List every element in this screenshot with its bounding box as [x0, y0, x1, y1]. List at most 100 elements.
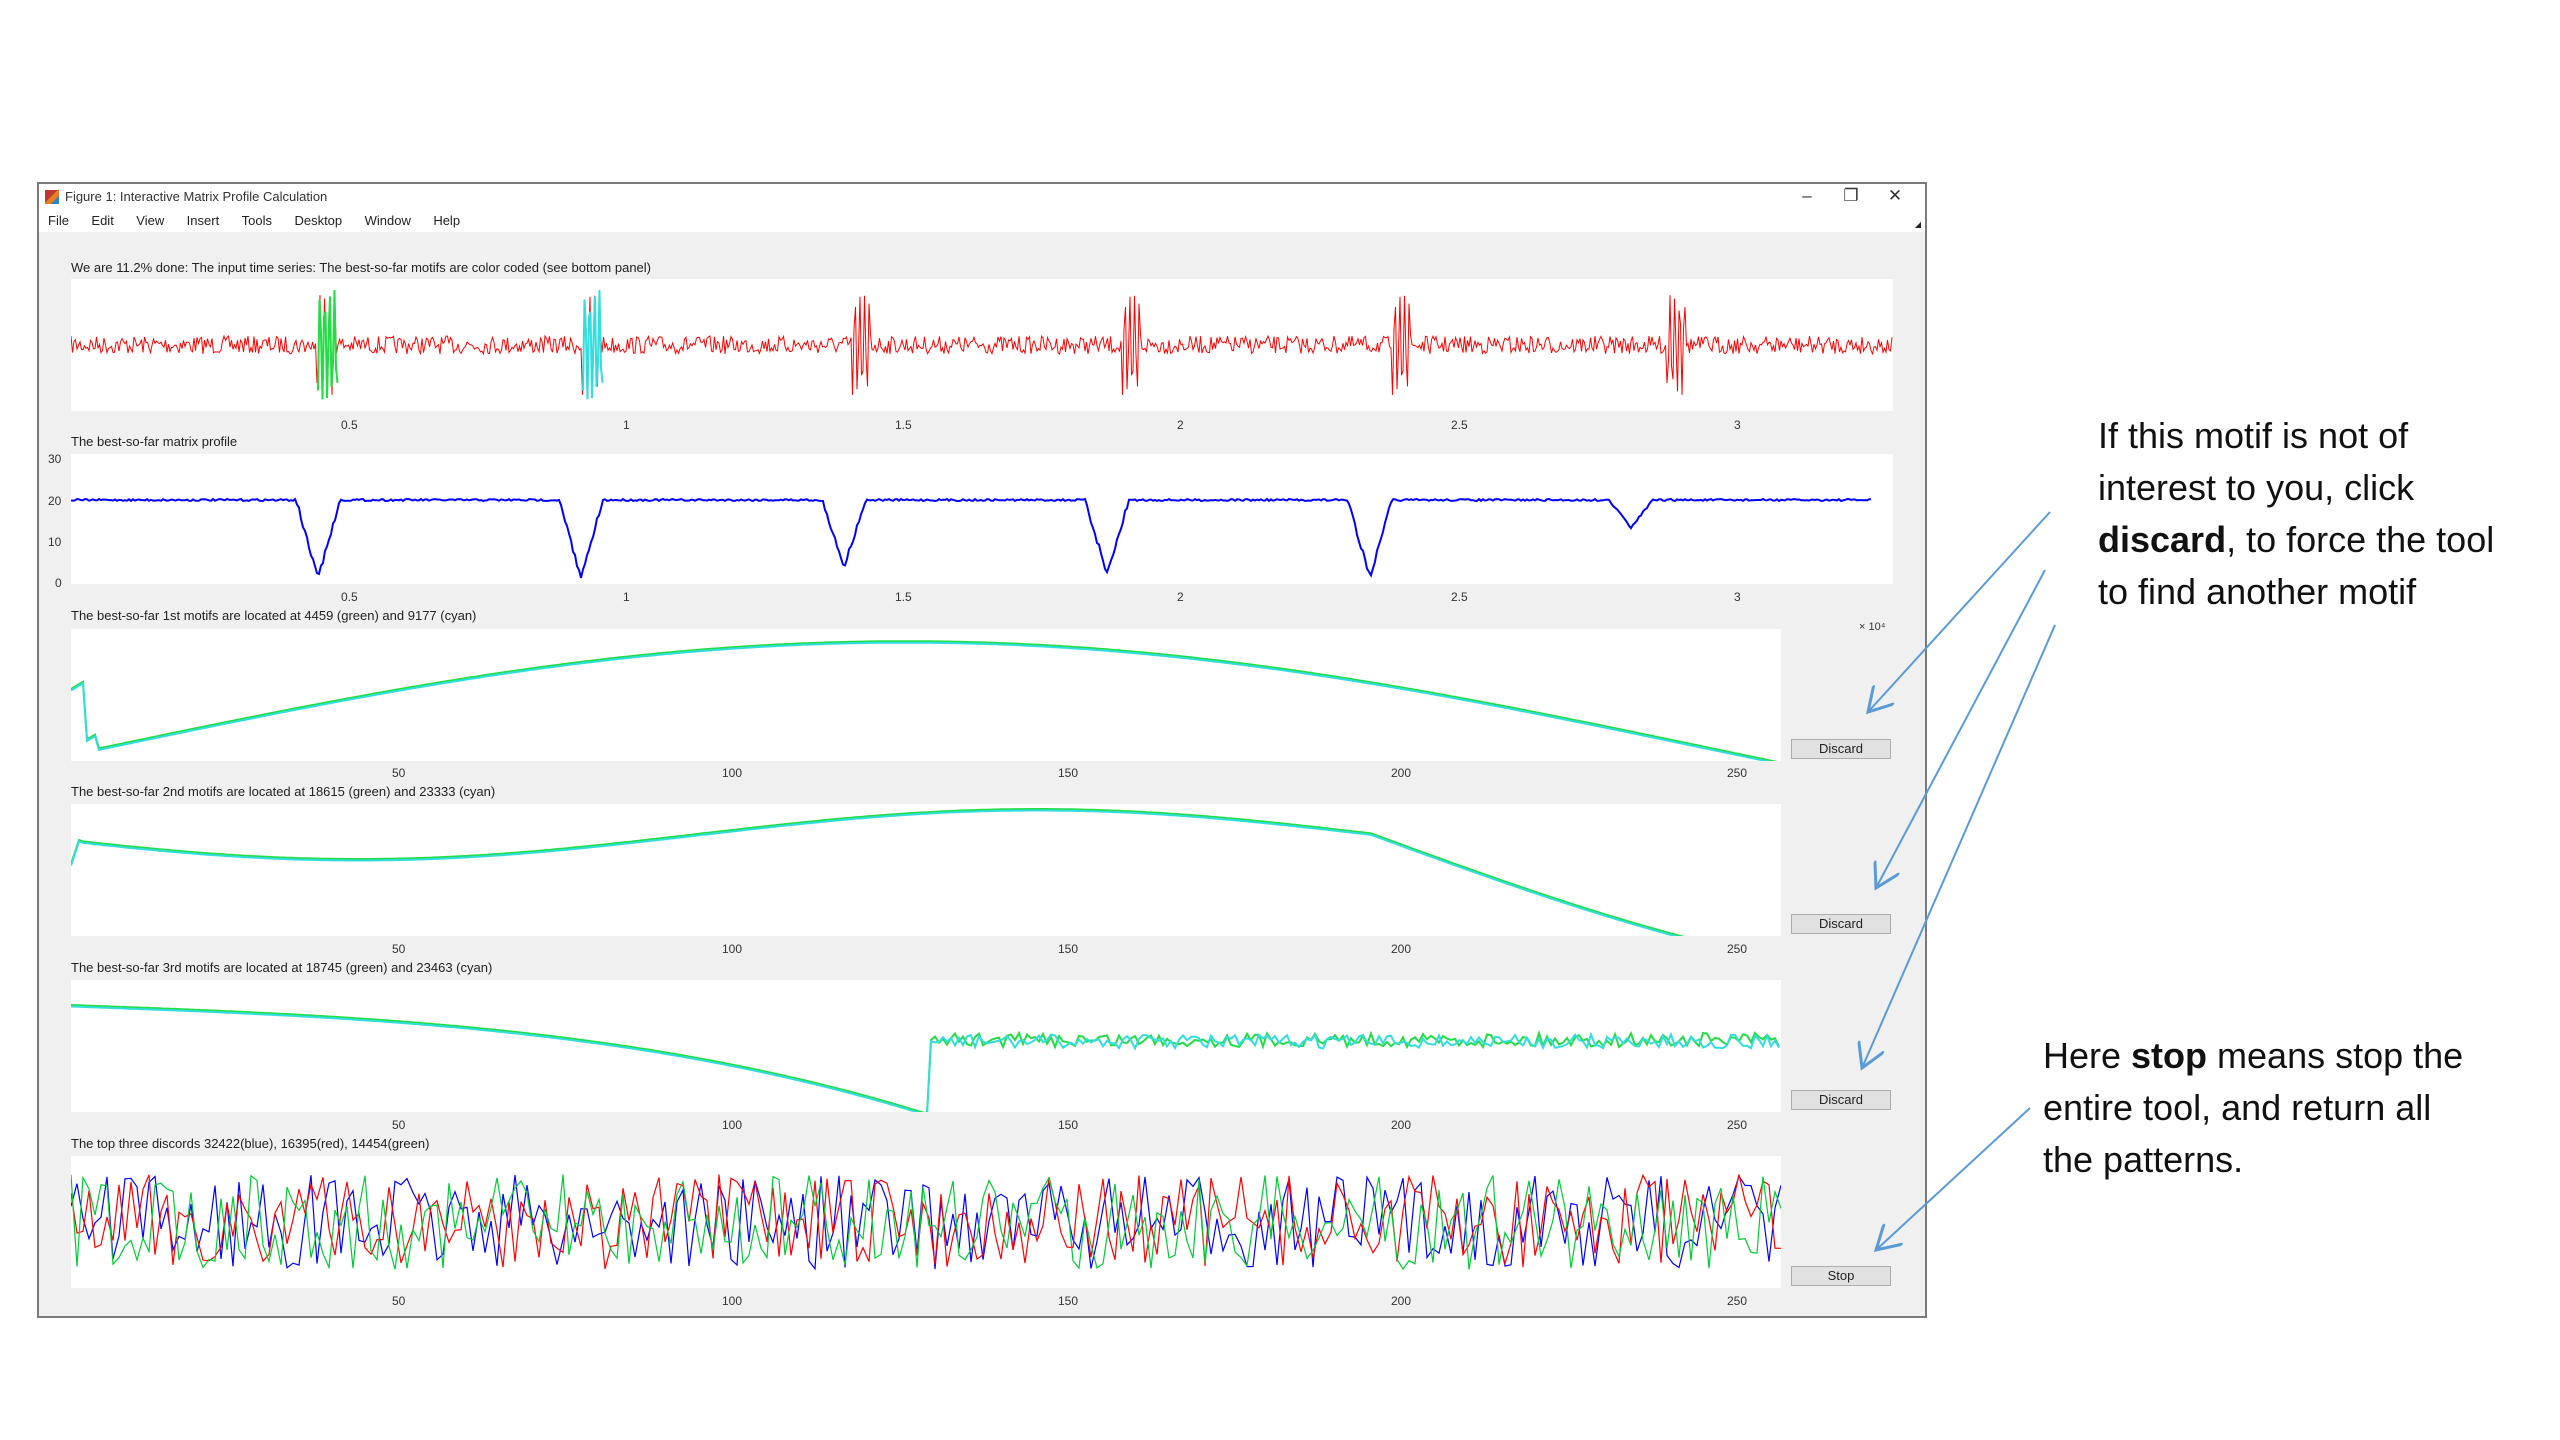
motif1-panel-title: The best-so-far 1st motifs are located a…	[71, 608, 477, 623]
motif1-plot	[70, 640, 1780, 765]
title-bar: Figure 1: Interactive Matrix Profile Cal…	[39, 184, 1925, 210]
x-tick: 50	[392, 766, 406, 780]
x-tick: 1	[623, 590, 630, 604]
discard-motif2-button[interactable]: Discard	[1791, 914, 1891, 934]
x-tick: 200	[1391, 766, 1412, 780]
x-tick: 200	[1391, 1294, 1412, 1308]
x-tick: 2.5	[1451, 418, 1468, 432]
arrow-to-discard-3	[1862, 624, 2056, 1068]
x-tick: 250	[1727, 942, 1748, 956]
menu-desktop[interactable]: Desktop	[294, 213, 343, 228]
motif1-highlight-green	[317, 290, 339, 400]
arrow-to-stop	[1876, 1107, 2031, 1250]
matrix-profile-line	[70, 497, 1872, 579]
minimize-button[interactable]: –	[1802, 186, 1812, 205]
profile-panel-title: The best-so-far matrix profile	[71, 434, 238, 449]
callout-emphasis: discard	[2098, 519, 2227, 560]
x-tick: 0.5	[341, 418, 358, 432]
matrix-profile-plot	[70, 497, 1872, 579]
x-tick: 250	[1727, 766, 1748, 780]
x-tick: 150	[1058, 1294, 1079, 1308]
restore-button[interactable]: ❐	[1843, 186, 1859, 205]
motif1-cyan-line	[70, 641, 1780, 765]
arrow-to-discard-2	[1876, 569, 2046, 888]
x-tick: 100	[722, 1294, 743, 1308]
motif3-panel-title: The best-so-far 3rd motifs are located a…	[71, 960, 493, 975]
close-button[interactable]: ✕	[1887, 186, 1903, 205]
x-tick: 100	[722, 1118, 743, 1132]
menu-help[interactable]: Help	[433, 213, 461, 228]
motif1-axes	[70, 629, 1781, 765]
matlab-icon	[45, 190, 59, 204]
x-tick: 2	[1177, 418, 1184, 432]
y-tick: 20	[48, 494, 62, 508]
menu-edit[interactable]: Edit	[91, 213, 114, 228]
input-panel-title: We are 11.2% done: The input time series…	[71, 260, 651, 275]
matrix-profile-axes	[70, 454, 1893, 584]
menu-window[interactable]: Window	[364, 213, 411, 228]
motif2-panel-title: The best-so-far 2nd motifs are located a…	[71, 784, 496, 799]
x-tick: 100	[722, 766, 743, 780]
x-tick: 250	[1727, 1118, 1748, 1132]
x-tick: 200	[1391, 1118, 1412, 1132]
discord-blue-line	[70, 1174, 1782, 1271]
x-tick: 150	[1058, 1118, 1079, 1132]
callout-text: means stop the	[2207, 1035, 2464, 1076]
x-tick: 100	[722, 942, 743, 956]
discard-callout: If this motif is not of interest to you,…	[2098, 410, 2494, 618]
x-tick: 250	[1727, 1294, 1748, 1308]
x-multiplier-label: × 10⁴	[1859, 621, 1886, 633]
x-tick: 50	[392, 942, 406, 956]
x-tick: 0.5	[341, 590, 358, 604]
y-tick: 10	[48, 535, 62, 549]
x-tick: 2.5	[1451, 590, 1468, 604]
callout-line: interest to you, click	[2098, 467, 2415, 508]
arrow-to-discard-1	[1868, 511, 2051, 712]
motif1-green-line	[70, 640, 1780, 764]
x-tick: 1.5	[895, 418, 912, 432]
input-series-line	[70, 295, 1893, 395]
motif1-highlight-cyan	[582, 290, 604, 400]
callout-line: to find another motif	[2098, 571, 2417, 612]
callout-text: , to force the tool	[2226, 519, 2495, 560]
motif2-axes	[70, 804, 1781, 963]
y-tick: 0	[55, 576, 62, 590]
x-tick: 150	[1058, 942, 1079, 956]
x-tick: 3	[1734, 418, 1741, 432]
discard-motif1-button[interactable]: Discard	[1791, 739, 1891, 759]
x-tick: 200	[1391, 942, 1412, 956]
motif2-cyan-line	[70, 809, 1780, 963]
discord-green-line	[70, 1174, 1782, 1271]
callout-line: the patterns.	[2043, 1139, 2244, 1180]
discard-motif3-button[interactable]: Discard	[1791, 1090, 1891, 1110]
x-tick: 50	[392, 1118, 406, 1132]
menu-insert[interactable]: Insert	[186, 213, 220, 228]
x-tick: 2	[1177, 590, 1184, 604]
menu-file[interactable]: File	[48, 213, 69, 228]
menu-tools[interactable]: Tools	[241, 213, 272, 228]
window-title: Figure 1: Interactive Matrix Profile Cal…	[65, 189, 328, 204]
discords-panel-title: The top three discords 32422(blue), 1639…	[71, 1136, 430, 1151]
motif3-axes	[70, 980, 1781, 1117]
y-tick: 30	[48, 452, 62, 466]
callout-emphasis: stop	[2131, 1035, 2208, 1076]
discords-axes	[70, 1156, 1782, 1288]
motif2-plot	[70, 808, 1780, 963]
dock-arrow-icon[interactable]: ◢	[1914, 220, 1921, 229]
callout-line: Here stop means stop the	[2043, 1030, 2463, 1082]
callout-line: discard, to force the tool	[2098, 514, 2494, 566]
x-tick: 50	[392, 1294, 406, 1308]
x-tick: 1	[623, 418, 630, 432]
menu-view[interactable]: View	[136, 213, 165, 228]
figure-window: Figure 1: Interactive Matrix Profile Cal…	[37, 182, 1927, 1318]
stop-button[interactable]: Stop	[1791, 1266, 1891, 1286]
input-series-axes	[70, 279, 1893, 411]
x-tick: 3	[1734, 590, 1741, 604]
x-tick: 1.5	[895, 590, 912, 604]
callout-line: If this motif is not of	[2098, 415, 2409, 456]
motif2-green-line	[70, 808, 1780, 961]
callout-text: Here	[2043, 1035, 2132, 1076]
callout-line: entire tool, and return all	[2043, 1087, 2432, 1128]
discords-plot	[70, 1173, 1782, 1271]
stop-callout: Here stop means stop the entire tool, an…	[2043, 1030, 2463, 1186]
